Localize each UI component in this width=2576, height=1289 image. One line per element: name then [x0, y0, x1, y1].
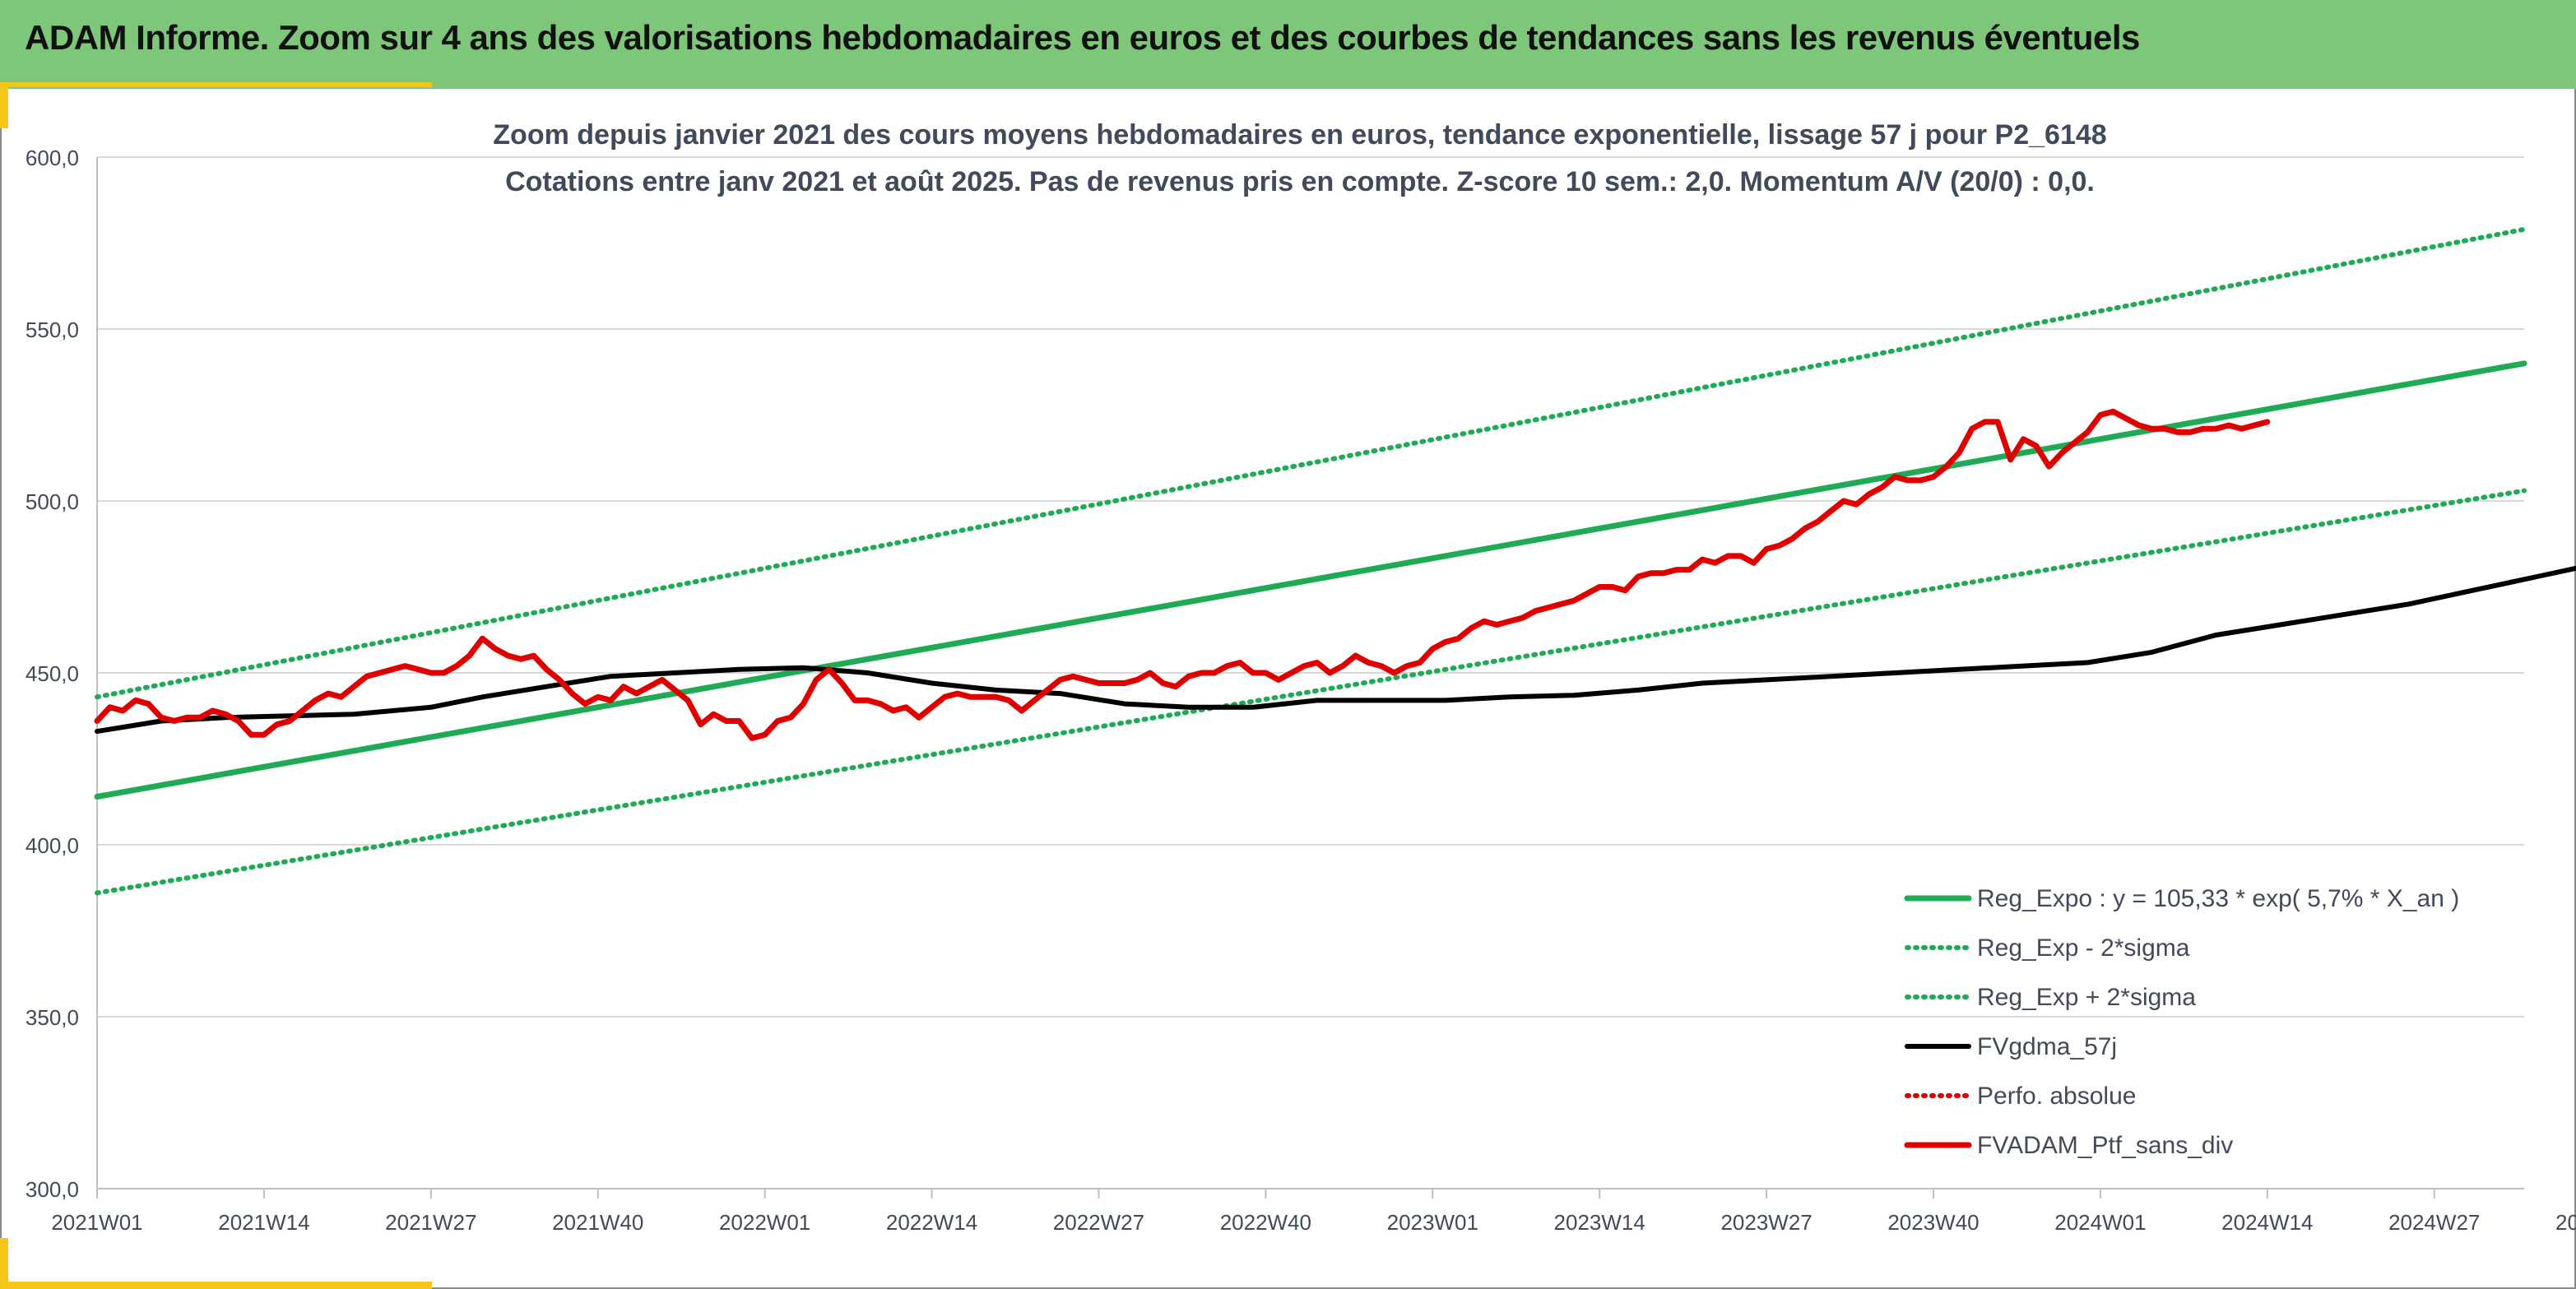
x-tick-label: 2024W27 — [2388, 1210, 2480, 1235]
x-tick-label: 2022W40 — [1220, 1210, 1311, 1235]
gold-accent-top-bar — [0, 82, 432, 87]
x-tick-label: 2021W01 — [51, 1210, 142, 1235]
legend-label: Reg_Exp + 2*sigma — [1977, 984, 2196, 1011]
y-tick-label: 350,0 — [26, 1005, 79, 1030]
legend-label: FVADAM_Ptf_sans_div — [1977, 1132, 2233, 1159]
series-line-0 — [94, 360, 2527, 800]
series-line-3 — [95, 565, 2576, 735]
series-line-1 — [95, 488, 2527, 896]
gold-accent-top-left — [0, 82, 8, 128]
gold-accent-bottom-left — [0, 1238, 8, 1289]
report-banner: ADAM Informe. Zoom sur 4 ans des valoris… — [0, 0, 2576, 89]
legend-label: Perfo. absolue — [1977, 1083, 2136, 1110]
x-tick-label: 2021W40 — [552, 1210, 643, 1235]
y-tick-label: 550,0 — [26, 318, 79, 342]
x-tick-label: 2023W14 — [1554, 1210, 1645, 1235]
y-tick-label: 500,0 — [26, 489, 79, 514]
legend-label: Reg_Exp - 2*sigma — [1977, 934, 2190, 962]
y-tick-label: 450,0 — [26, 661, 79, 686]
x-tick-label: 2023W40 — [1887, 1210, 1979, 1235]
axes: 300,0 350,0 400,0 450,0 500,0 550,0 600,0 2021W… — [26, 146, 2576, 1235]
chart-title-line1: Zoom depuis janvier 2021 des cours moyen… — [493, 119, 2106, 151]
chart-title-line2: Cotations entre janv 2021 et août 2025. … — [505, 166, 2095, 197]
legend: Reg_Expo : y = 105,33 * exp( 5,7% * X_an… — [1904, 885, 2459, 1159]
x-tick-label: 2023W01 — [1387, 1210, 1478, 1235]
y-tick-label: 400,0 — [26, 833, 79, 858]
x-tick-label: 2022W14 — [886, 1210, 977, 1235]
y-tick-label: 300,0 — [26, 1177, 79, 1202]
x-tick-label: 2022W01 — [719, 1210, 810, 1235]
series-line-5 — [94, 408, 2271, 741]
legend-label: Reg_Expo : y = 105,33 * exp( 5,7% * X_an… — [1977, 885, 2459, 912]
x-tick-label: 2022W27 — [1053, 1210, 1144, 1235]
x-tick-label: 2024W01 — [2054, 1210, 2146, 1235]
series-lines — [94, 226, 2576, 896]
gold-accent-bottom-bar — [0, 1282, 432, 1289]
x-tick-label: 2024W40 — [2555, 1210, 2576, 1235]
series-line-2 — [95, 226, 2527, 700]
gridlines — [97, 156, 2524, 1189]
y-tick-label: 600,0 — [26, 146, 79, 170]
x-tick-label: 2021W27 — [385, 1210, 476, 1235]
legend-label: FVgdma_57j — [1977, 1033, 2117, 1060]
x-tick-label: 2023W27 — [1720, 1210, 1812, 1235]
x-tick-label: 2024W14 — [2221, 1210, 2313, 1235]
report-title: ADAM Informe. Zoom sur 4 ans des valoris… — [25, 18, 2140, 57]
x-tick-label: 2021W14 — [218, 1210, 309, 1235]
